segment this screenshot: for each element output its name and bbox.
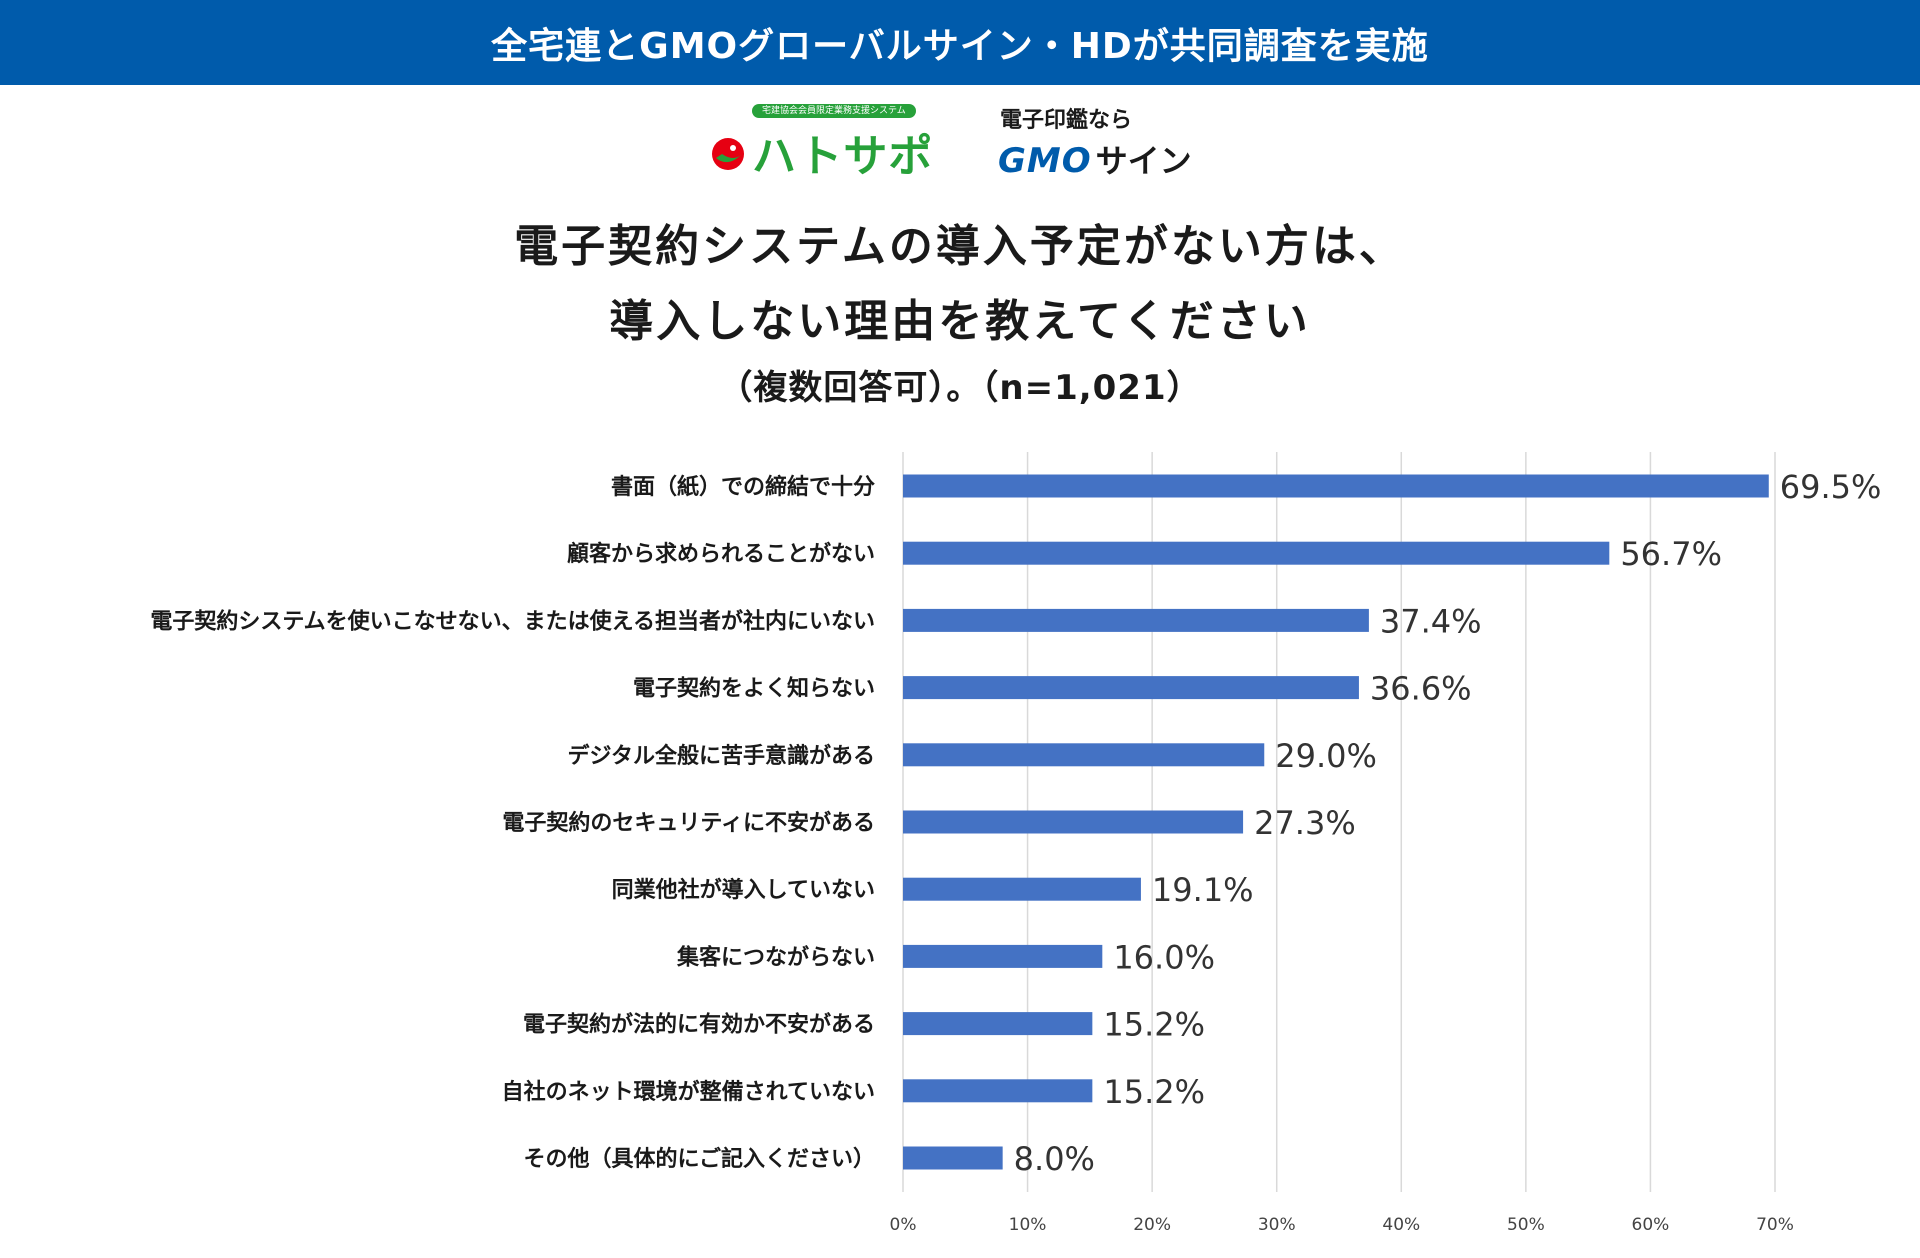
bar [903,541,1610,565]
x-tick-label: 30% [1258,1215,1296,1235]
banner-title: 全宅連とGMOグローバルサイン・HDが共同調査を実施 [491,25,1429,67]
hatosapo-tagline: 宅建協会会員限定業務支援システム [752,104,916,118]
x-tick-label: 20% [1133,1215,1171,1235]
category-label: 電子契約のセキュリティに不安がある [502,810,875,836]
value-label: 36.6% [1370,670,1472,708]
bar [903,1012,1093,1036]
bar [903,1079,1093,1103]
chart-title-line-2: 導入しない理由を教えてください [609,296,1311,347]
bar-chart: 0% 10% 20% 30% 40% 50% 60% 70% 書面（紙）での締結で十分 69.5%… [150,452,1882,1235]
value-label: 56.7% [1620,535,1722,573]
category-label: 電子契約システムを使いこなせない、または使える担当者が社内にいない [150,608,875,634]
value-label: 15.2% [1103,1006,1205,1044]
gmo-sign-wordmark: GMO サイン [998,136,1192,182]
bar [903,676,1359,700]
x-tick-label: 50% [1507,1215,1545,1235]
category-label: 自社のネット環境が整備されていない [502,1079,875,1105]
value-label: 8.0% [1014,1140,1095,1178]
x-tick-label: 60% [1632,1215,1670,1235]
x-tick-label: 70% [1756,1215,1794,1235]
gmo-sign-logo: 電子印鑑なら GMO サイン [998,102,1278,181]
category-label: 同業他社が導入していない [612,877,875,903]
bar [903,608,1369,632]
value-label: 69.5% [1780,468,1882,506]
gmo-sign-subtitle: 電子印鑑なら [1000,108,1133,133]
category-label: 書面（紙）での締結で十分 [611,474,875,500]
category-label: デジタル全般に苦手意識がある [567,743,875,769]
category-label: 電子契約が法的に有効か不安がある [523,1012,875,1038]
chart-title-line-1: 電子契約システムの導入予定がない方は、 [514,221,1406,272]
value-label: 37.4% [1380,602,1482,640]
logo-row: 宅建協会会員限定業務支援システム ハトサポ 電子印鑑なら GMO サイン [0,98,1920,182]
category-label: 集客につながらない [676,944,875,970]
bar [903,743,1265,767]
value-label: 29.0% [1275,737,1377,775]
value-label: 15.2% [1103,1073,1205,1111]
chart-subtitle: （複数回答可）。（n=1,021） [718,368,1202,408]
category-label: その他（具体的にご記入ください） [523,1146,875,1172]
bar [903,944,1103,968]
x-tick-label: 0% [890,1215,917,1235]
gmo-brand: GMO [998,141,1092,181]
bar [903,877,1141,901]
hatosapo-logo: 宅建協会会員限定業務支援システム ハトサポ [708,104,932,182]
bar [903,474,1769,498]
x-tick-label: 10% [1009,1215,1047,1235]
value-label: 19.1% [1152,871,1254,909]
category-label: 顧客から求められることがない [567,541,875,567]
category-label: 電子契約をよく知らない [633,676,875,702]
bar [903,1146,1003,1170]
header-banner: 全宅連とGMOグローバルサイン・HDが共同調査を実施 [0,0,1920,85]
gmo-product: サイン [1095,142,1192,180]
bar [903,810,1244,834]
value-label: 27.3% [1254,804,1356,842]
value-label: 16.0% [1113,938,1215,976]
x-tick-label: 40% [1382,1215,1420,1235]
hatosapo-bird-icon [712,138,744,170]
hatosapo-wordmark: ハトサポ [752,131,934,182]
